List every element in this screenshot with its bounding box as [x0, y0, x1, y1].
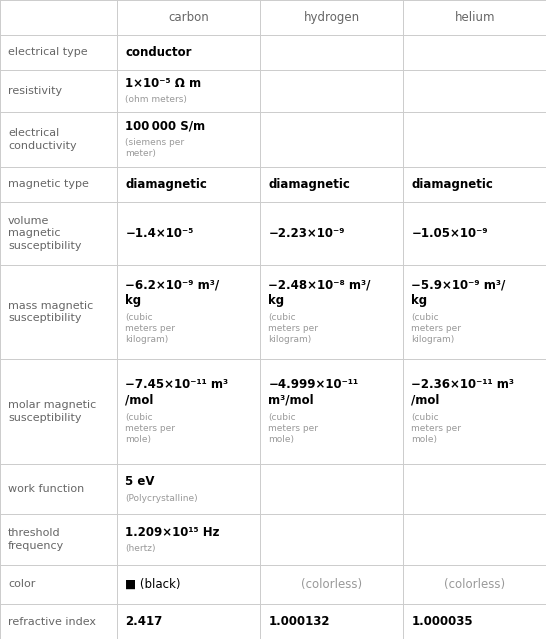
Text: (cubic
meters per
mole): (cubic meters per mole) [269, 413, 318, 444]
Text: (hertz): (hertz) [126, 544, 156, 553]
Text: conductor: conductor [126, 46, 192, 59]
Text: 2.417: 2.417 [126, 615, 163, 628]
Text: 1×10⁻⁵ Ω m: 1×10⁻⁵ Ω m [126, 77, 201, 90]
Text: 1.209×10¹⁵ Hz: 1.209×10¹⁵ Hz [126, 526, 220, 539]
Text: helium: helium [454, 11, 495, 24]
Text: 1.000132: 1.000132 [269, 615, 330, 628]
Text: resistivity: resistivity [8, 86, 62, 96]
Text: volume
magnetic
susceptibility: volume magnetic susceptibility [8, 216, 81, 250]
Text: −2.36×10⁻¹¹ m³
/mol: −2.36×10⁻¹¹ m³ /mol [412, 378, 514, 406]
Text: (colorless): (colorless) [301, 578, 363, 591]
Text: (cubic
meters per
mole): (cubic meters per mole) [412, 413, 461, 444]
Text: 100 000 S/m: 100 000 S/m [126, 119, 205, 133]
Text: carbon: carbon [169, 11, 209, 24]
Text: −6.2×10⁻⁹ m³/
kg: −6.2×10⁻⁹ m³/ kg [126, 278, 219, 307]
Text: (siemens per
meter): (siemens per meter) [126, 138, 185, 158]
Text: (cubic
meters per
kilogram): (cubic meters per kilogram) [126, 313, 175, 344]
Text: diamagnetic: diamagnetic [126, 178, 207, 191]
Text: (cubic
meters per
kilogram): (cubic meters per kilogram) [269, 313, 318, 344]
Text: −1.05×10⁻⁹: −1.05×10⁻⁹ [412, 227, 488, 240]
Text: (colorless): (colorless) [444, 578, 505, 591]
Text: mass magnetic
susceptibility: mass magnetic susceptibility [8, 300, 93, 323]
Text: −2.48×10⁻⁸ m³/
kg: −2.48×10⁻⁸ m³/ kg [269, 278, 371, 307]
Text: (cubic
meters per
kilogram): (cubic meters per kilogram) [412, 313, 461, 344]
Text: work function: work function [8, 484, 84, 494]
Text: electrical type: electrical type [8, 47, 87, 58]
Text: −1.4×10⁻⁵: −1.4×10⁻⁵ [126, 227, 194, 240]
Text: refractive index: refractive index [8, 617, 96, 627]
Text: −5.9×10⁻⁹ m³/
kg: −5.9×10⁻⁹ m³/ kg [412, 278, 506, 307]
Text: color: color [8, 580, 35, 589]
Text: electrical
conductivity: electrical conductivity [8, 128, 76, 151]
Text: 5 eV: 5 eV [126, 475, 155, 488]
Text: (Polycrystalline): (Polycrystalline) [126, 493, 198, 502]
Text: molar magnetic
susceptibility: molar magnetic susceptibility [8, 400, 96, 422]
Text: −7.45×10⁻¹¹ m³
/mol: −7.45×10⁻¹¹ m³ /mol [126, 378, 229, 406]
Text: 1.000035: 1.000035 [412, 615, 473, 628]
Text: ■ (black): ■ (black) [126, 578, 181, 591]
Text: threshold
frequency: threshold frequency [8, 528, 64, 551]
Text: hydrogen: hydrogen [304, 11, 360, 24]
Text: diamagnetic: diamagnetic [269, 178, 351, 191]
Text: (ohm meters): (ohm meters) [126, 95, 187, 104]
Text: (cubic
meters per
mole): (cubic meters per mole) [126, 413, 175, 444]
Text: −2.23×10⁻⁹: −2.23×10⁻⁹ [269, 227, 345, 240]
Text: −4.999×10⁻¹¹
m³/mol: −4.999×10⁻¹¹ m³/mol [269, 378, 359, 406]
Text: diamagnetic: diamagnetic [412, 178, 494, 191]
Text: magnetic type: magnetic type [8, 180, 89, 189]
